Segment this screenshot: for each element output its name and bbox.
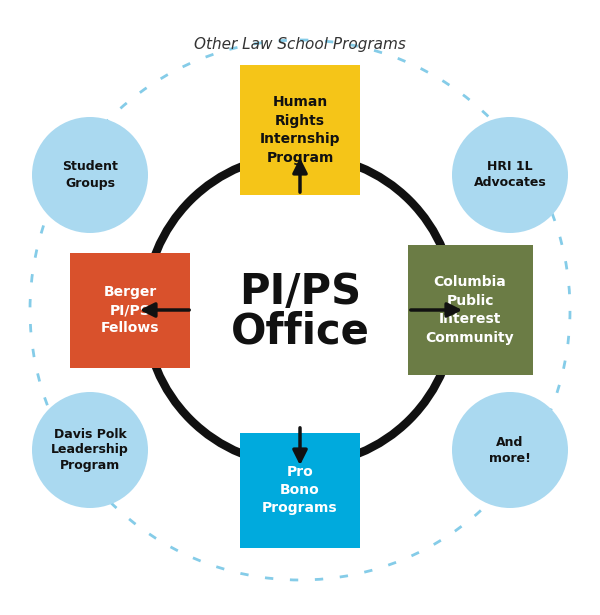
Text: Columbia
Public
Interest
Community: Columbia Public Interest Community (425, 276, 514, 344)
Text: And
more!: And more! (489, 435, 531, 464)
Text: Berger
PI/PS
Fellows: Berger PI/PS Fellows (101, 285, 159, 335)
Text: Other Law School Programs: Other Law School Programs (194, 38, 406, 52)
Circle shape (145, 155, 455, 465)
Circle shape (452, 117, 568, 233)
Text: Davis Polk
Leadership
Program: Davis Polk Leadership Program (51, 427, 129, 472)
Text: Office: Office (230, 311, 370, 353)
Text: Human
Rights
Internship
Program: Human Rights Internship Program (260, 95, 340, 165)
FancyBboxPatch shape (407, 245, 533, 375)
FancyBboxPatch shape (70, 253, 190, 368)
Text: PI/PS: PI/PS (239, 271, 361, 313)
Circle shape (452, 392, 568, 508)
Text: HRI 1L
Advocates: HRI 1L Advocates (473, 161, 547, 189)
Text: Student
Groups: Student Groups (62, 161, 118, 189)
Text: Pro
Bono
Programs: Pro Bono Programs (262, 464, 338, 515)
Circle shape (32, 392, 148, 508)
FancyBboxPatch shape (240, 432, 360, 547)
FancyBboxPatch shape (240, 65, 360, 195)
Circle shape (32, 117, 148, 233)
